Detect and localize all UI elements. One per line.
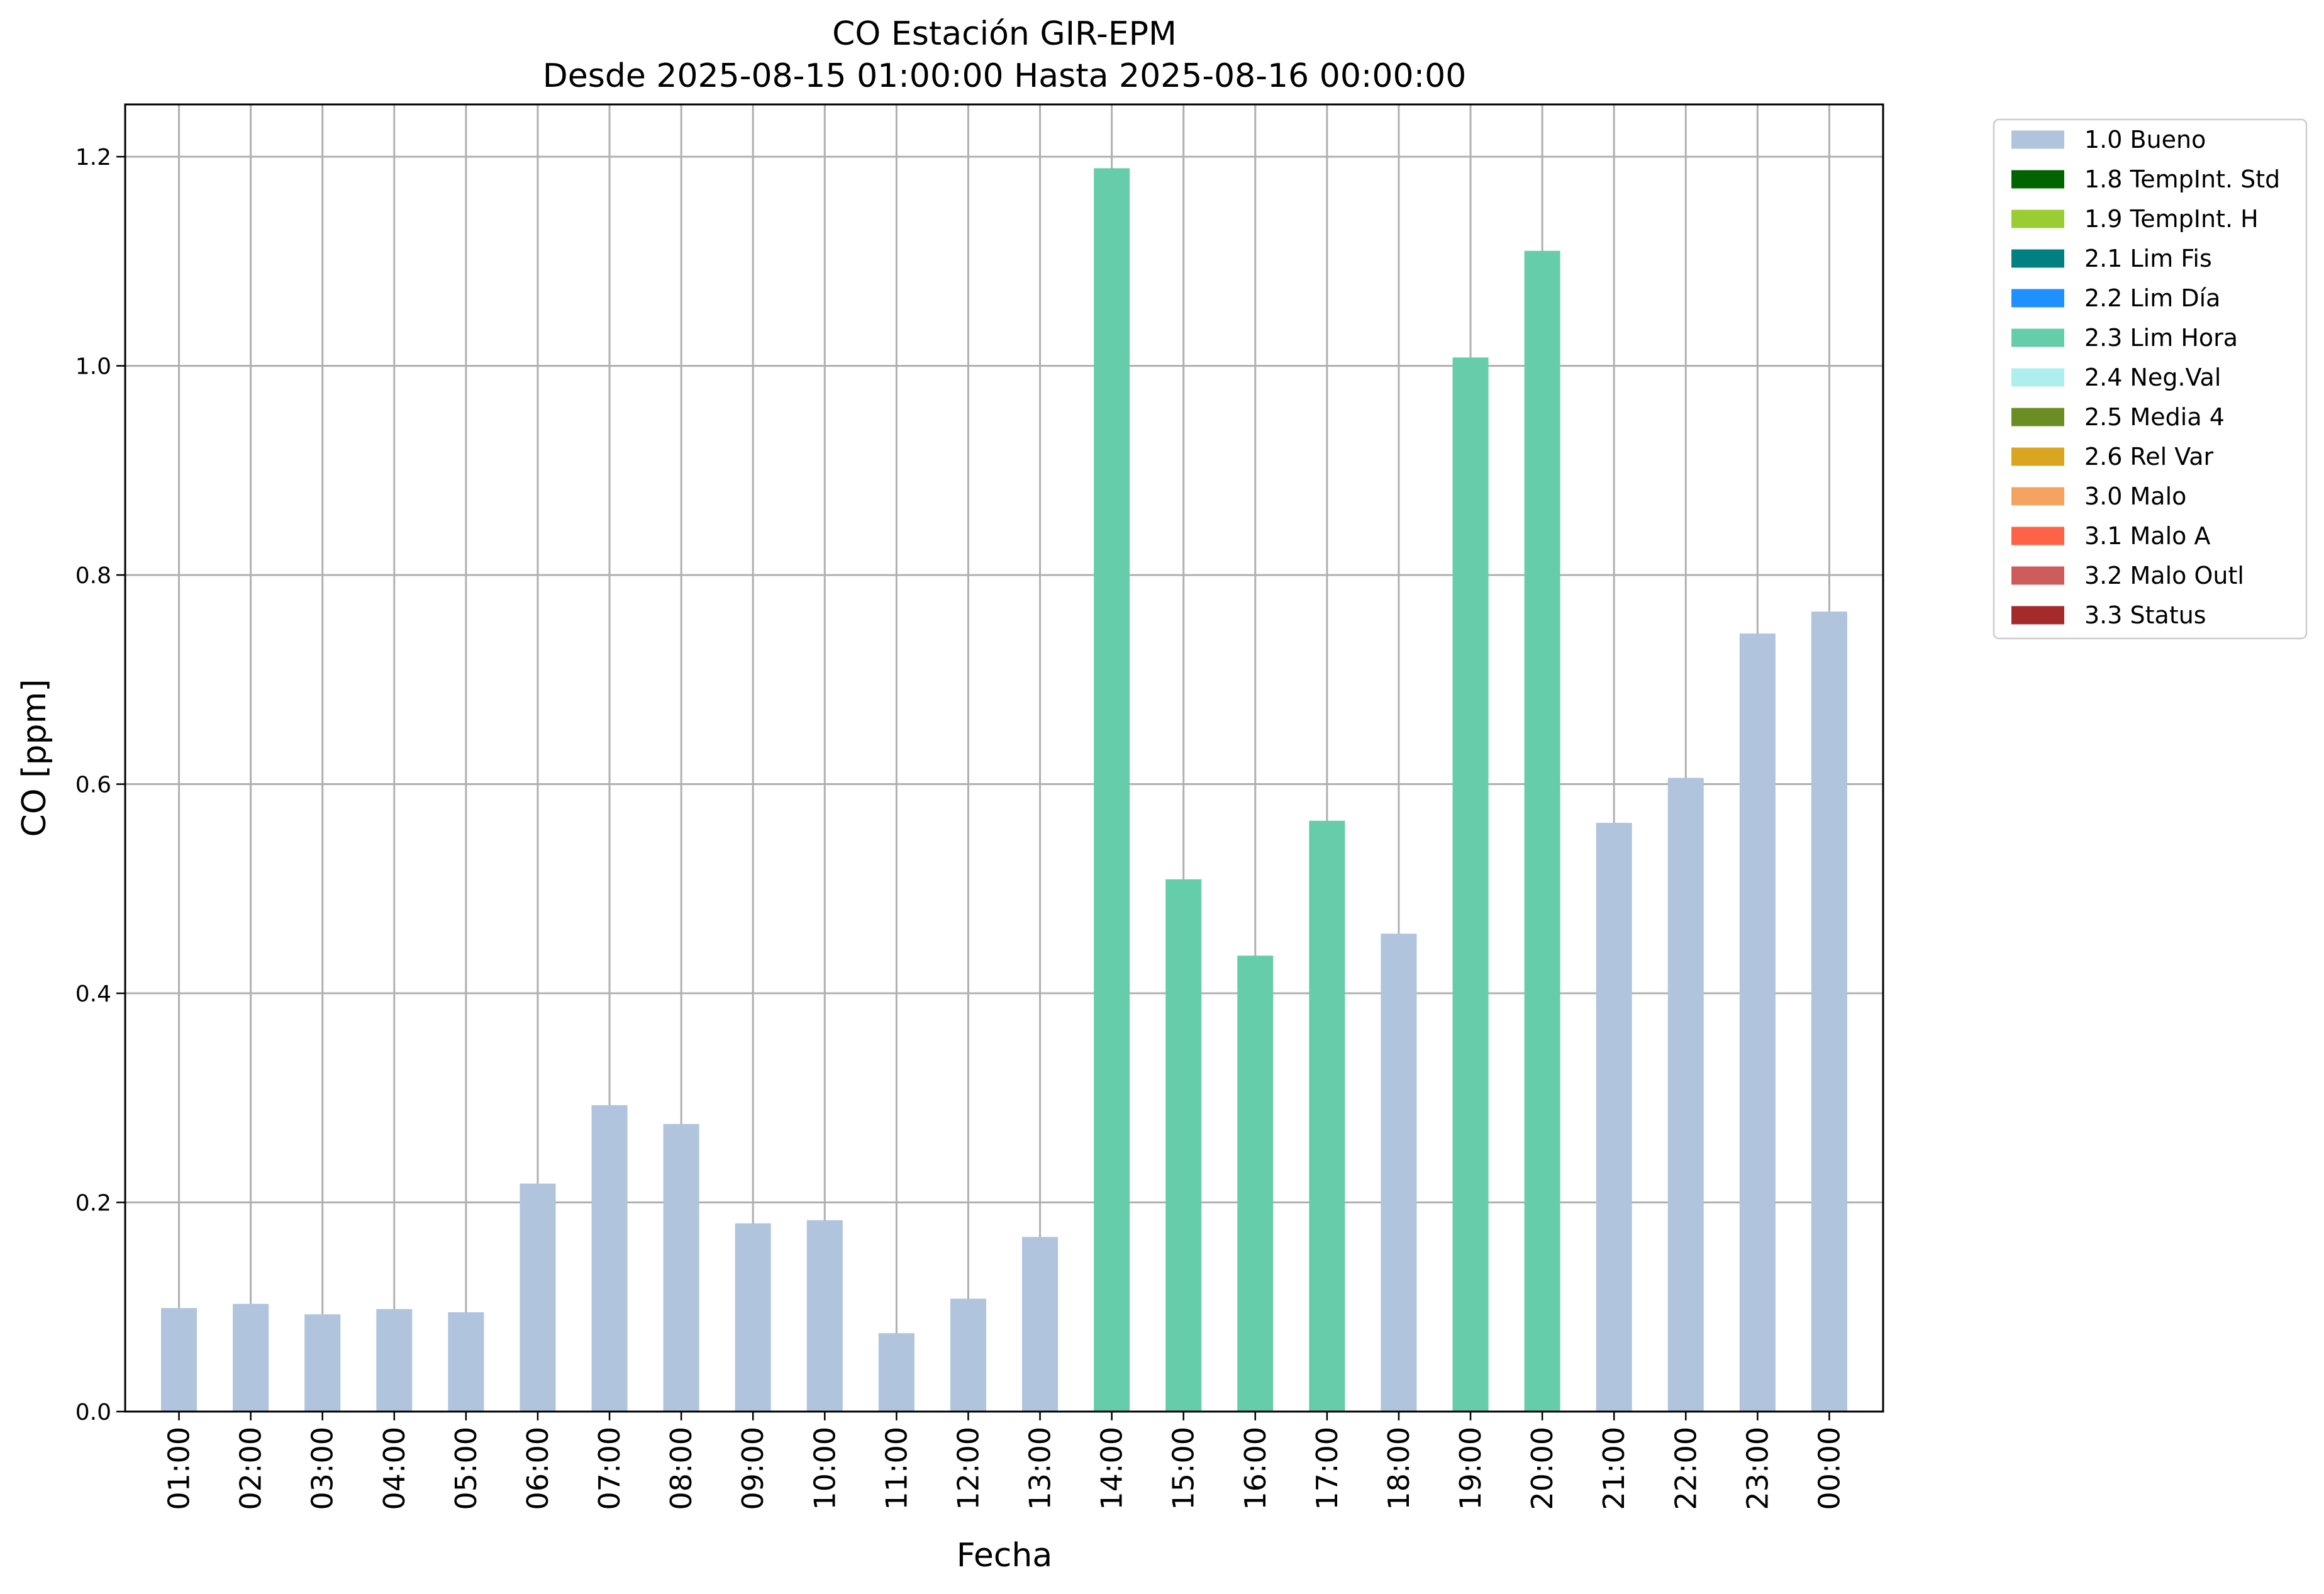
x-tick-label: 19:00 xyxy=(1454,1427,1487,1510)
y-tick-label: 0.0 xyxy=(75,1400,111,1425)
x-axis-label: Fecha xyxy=(957,1537,1052,1574)
x-tick-label: 22:00 xyxy=(1669,1427,1703,1510)
legend-label: 3.2 Malo Outl xyxy=(2084,562,2244,589)
x-tick-label: 13:00 xyxy=(1023,1427,1057,1510)
bar-1500 xyxy=(1165,879,1202,1412)
bar-2300 xyxy=(1739,633,1776,1412)
bar-1700 xyxy=(1309,820,1345,1412)
bar-0700 xyxy=(591,1105,628,1412)
legend-swatch xyxy=(2011,130,2064,149)
y-tick-label: 0.2 xyxy=(75,1191,111,1217)
legend-label: 2.2 Lim Día xyxy=(2084,284,2220,312)
legend-label: 3.1 Malo A xyxy=(2084,522,2210,550)
x-tick-label: 15:00 xyxy=(1167,1427,1201,1510)
legend-swatch xyxy=(2011,328,2064,347)
bar-0800 xyxy=(663,1123,699,1412)
x-tick-label: 03:00 xyxy=(306,1427,340,1510)
y-tick-label: 0.4 xyxy=(75,981,111,1007)
x-tick-label: 23:00 xyxy=(1740,1427,1774,1510)
bar-1800 xyxy=(1381,934,1417,1412)
bars xyxy=(161,168,1847,1412)
x-tick-label: 08:00 xyxy=(664,1427,698,1510)
bar-0100 xyxy=(161,1308,197,1412)
x-tick-label: 21:00 xyxy=(1597,1427,1631,1510)
y-tick-label: 0.8 xyxy=(75,563,111,589)
x-tick-label: 10:00 xyxy=(808,1427,842,1510)
x-tick-label: 16:00 xyxy=(1238,1427,1272,1510)
bar-0500 xyxy=(448,1312,484,1412)
x-tick-label: 04:00 xyxy=(377,1427,411,1510)
x-tick-label: 20:00 xyxy=(1525,1427,1559,1510)
plot-frame xyxy=(124,103,1884,1413)
x-tick-label: 00:00 xyxy=(1812,1427,1846,1510)
legend-label: 1.0 Bueno xyxy=(2084,126,2206,153)
bar-0600 xyxy=(520,1183,556,1412)
x-axis-ticks: 01:00 02:00 03:00 04:00 05:00 06:00 07:00 08:00… xyxy=(162,1412,1846,1510)
x-tick-label: 18:00 xyxy=(1382,1427,1416,1510)
legend-label: 2.6 Rel Var xyxy=(2084,443,2214,471)
x-tick-label: 17:00 xyxy=(1310,1427,1344,1510)
bar-0300 xyxy=(304,1314,341,1412)
legend-swatch xyxy=(2011,447,2064,466)
y-tick-label: 1.2 xyxy=(75,145,111,170)
legend-label: 2.5 Media 4 xyxy=(2084,403,2225,431)
bar-2200 xyxy=(1667,777,1704,1412)
chart-title: CO Estación GIR-EPM xyxy=(832,15,1177,53)
x-tick-label: 05:00 xyxy=(449,1427,483,1510)
legend-label: 1.9 TempInt. H xyxy=(2084,205,2259,233)
bar-1400 xyxy=(1094,168,1130,1412)
legend-swatch xyxy=(2011,566,2064,585)
legend-label: 2.1 Lim Fis xyxy=(2084,245,2212,272)
legend-swatch xyxy=(2011,368,2064,387)
legend-label: 2.3 Lim Hora xyxy=(2084,324,2238,352)
x-tick-label: 02:00 xyxy=(234,1427,268,1510)
y-tick-label: 1.0 xyxy=(75,354,111,380)
x-tick-label: 07:00 xyxy=(592,1427,626,1510)
bar-1000 xyxy=(806,1220,843,1412)
legend-swatch xyxy=(2011,527,2064,545)
legend-label: 3.3 Status xyxy=(2084,601,2206,629)
legend-frame xyxy=(1993,118,2308,640)
bar-0000 xyxy=(1811,611,1847,1412)
x-tick-label: 14:00 xyxy=(1095,1427,1129,1510)
bar-1900 xyxy=(1452,357,1489,1412)
y-axis-label: CO [ppm] xyxy=(16,679,53,837)
chart-subtitle: Desde 2025-08-15 01:00:00 Hasta 2025-08-… xyxy=(543,57,1467,95)
bar-2000 xyxy=(1524,250,1560,1412)
bar-1300 xyxy=(1022,1237,1059,1412)
legend-label: 2.4 Neg.Val xyxy=(2084,364,2221,391)
bar-1200 xyxy=(950,1298,986,1412)
x-tick-label: 09:00 xyxy=(736,1427,770,1510)
bar-1600 xyxy=(1237,956,1274,1412)
x-tick-label: 11:00 xyxy=(879,1427,913,1510)
legend-swatch xyxy=(2011,170,2064,189)
legend-swatch xyxy=(2011,249,2064,268)
legend-swatch xyxy=(2011,289,2064,308)
y-tick-label: 0.6 xyxy=(75,772,111,798)
bar-1100 xyxy=(878,1333,915,1412)
legend-swatch xyxy=(2011,209,2064,228)
legend-label: 3.0 Malo xyxy=(2084,482,2186,510)
bar-0200 xyxy=(233,1303,269,1412)
legend-swatch xyxy=(2011,408,2064,426)
x-tick-label: 06:00 xyxy=(521,1427,555,1510)
legend-swatch xyxy=(2011,606,2064,625)
legend: 1.0 Bueno 1.8 TempInt. Std 1.9 TempInt. H 2… xyxy=(1993,118,2308,640)
legend-swatch xyxy=(2011,487,2064,506)
bar-0900 xyxy=(735,1223,771,1412)
x-tick-label: 12:00 xyxy=(951,1427,985,1510)
x-tick-label: 01:00 xyxy=(162,1427,196,1510)
bar-0400 xyxy=(376,1309,413,1412)
y-axis-ticks: 0.0 0.2 0.4 0.6 0.8 1.0 1.2 xyxy=(75,145,125,1425)
bar-2100 xyxy=(1596,823,1632,1412)
legend-label: 1.8 TempInt. Std xyxy=(2084,165,2280,193)
